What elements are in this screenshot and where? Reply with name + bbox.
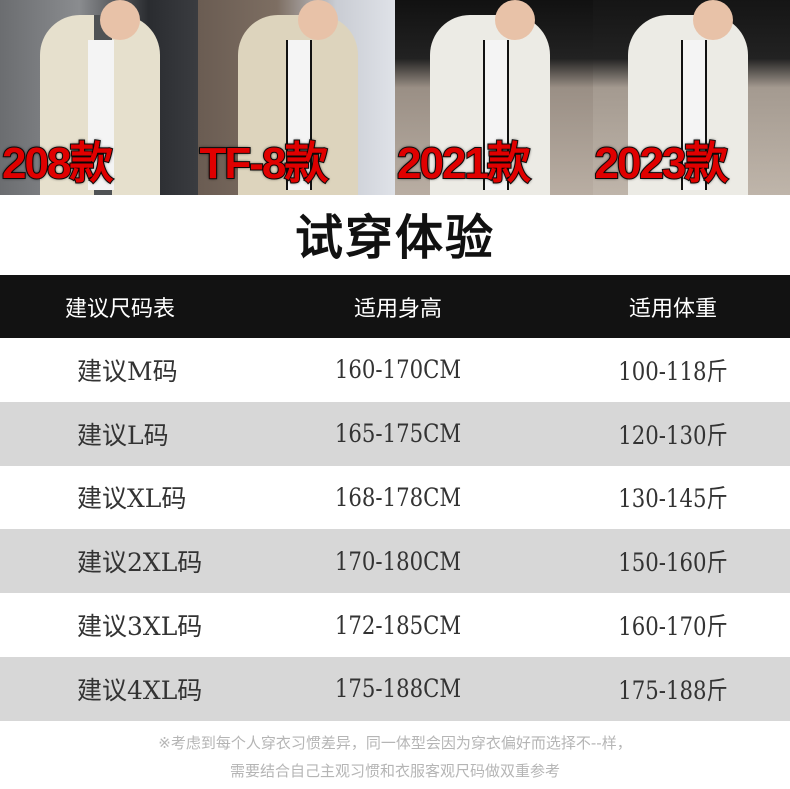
weight-cell: 120-130斤 [618, 420, 728, 450]
weight-cell: 130-145斤 [618, 484, 728, 514]
photo-2023: 2023款 [592, 0, 790, 195]
note-line-2: 需要结合自己主观习惯和衣服客观尺码做双重参考 [229, 762, 560, 780]
size-cell: 建议3XL码 [77, 612, 203, 642]
header-height: 适用身高 [353, 296, 442, 322]
table-row: 建议3XL码 172-185CM 160-170斤 [0, 593, 790, 657]
size-cell: 建议M码 [77, 356, 178, 386]
table-row: 建议XL码 168-178CM 130-145斤 [0, 466, 790, 530]
photo-tf8: TF-8款 [197, 0, 395, 195]
size-cell: 建议4XL码 [77, 675, 203, 705]
header-weight: 适用体重 [628, 296, 717, 322]
weight-cell: 160-170斤 [618, 612, 728, 642]
weight-cell: 100-118斤 [618, 356, 728, 386]
size-cell: 建议L码 [77, 420, 169, 450]
height-cell: 160-170CM [334, 355, 462, 385]
size-cell: 建议2XL码 [77, 548, 203, 578]
note-line-1: ※考虑到每个人穿衣习惯差异，同一体型会因为穿衣偏好而选择不--样， [158, 734, 632, 752]
photo-label: 208款 [1, 138, 114, 189]
photo-208: 208款 [0, 0, 198, 195]
height-cell: 172-185CM [334, 610, 462, 640]
table-row: 建议4XL码 175-188CM 175-188斤 [0, 656, 790, 721]
weight-cell: 150-160斤 [618, 548, 728, 578]
header-size: 建议尺码表 [64, 296, 175, 322]
weight-cell: 175-188斤 [618, 675, 728, 705]
table-header: 建议尺码表 适用身高 适用体重 [0, 275, 790, 338]
table-row: 建议M码 160-170CM 100-118斤 [0, 338, 790, 402]
table-row: 建议L码 165-175CM 120-130斤 [0, 401, 790, 466]
page-title: 试穿体验 [294, 210, 495, 266]
height-cell: 175-188CM [334, 674, 462, 704]
size-cell: 建议XL码 [77, 484, 187, 514]
product-photos: 208款 TF-8款 2021款 2023款 [0, 0, 790, 195]
photo-2021: 2021款 [395, 0, 593, 195]
height-cell: 165-175CM [334, 419, 462, 449]
photo-label: 2023款 [594, 138, 730, 189]
size-table: 建议尺码表 适用身高 适用体重 建议M码 160-170CM 100-118斤 建议… [0, 275, 790, 721]
photo-label: TF-8款 [199, 138, 330, 189]
photo-label: 2021款 [396, 138, 532, 189]
table-row: 建议2XL码 170-180CM 150-160斤 [0, 529, 790, 594]
height-cell: 168-178CM [334, 482, 462, 512]
height-cell: 170-180CM [334, 546, 462, 576]
